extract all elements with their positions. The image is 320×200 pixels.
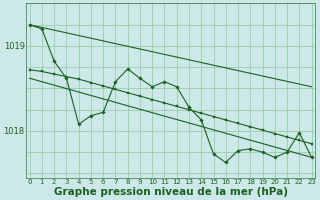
X-axis label: Graphe pression niveau de la mer (hPa): Graphe pression niveau de la mer (hPa) [54,187,288,197]
